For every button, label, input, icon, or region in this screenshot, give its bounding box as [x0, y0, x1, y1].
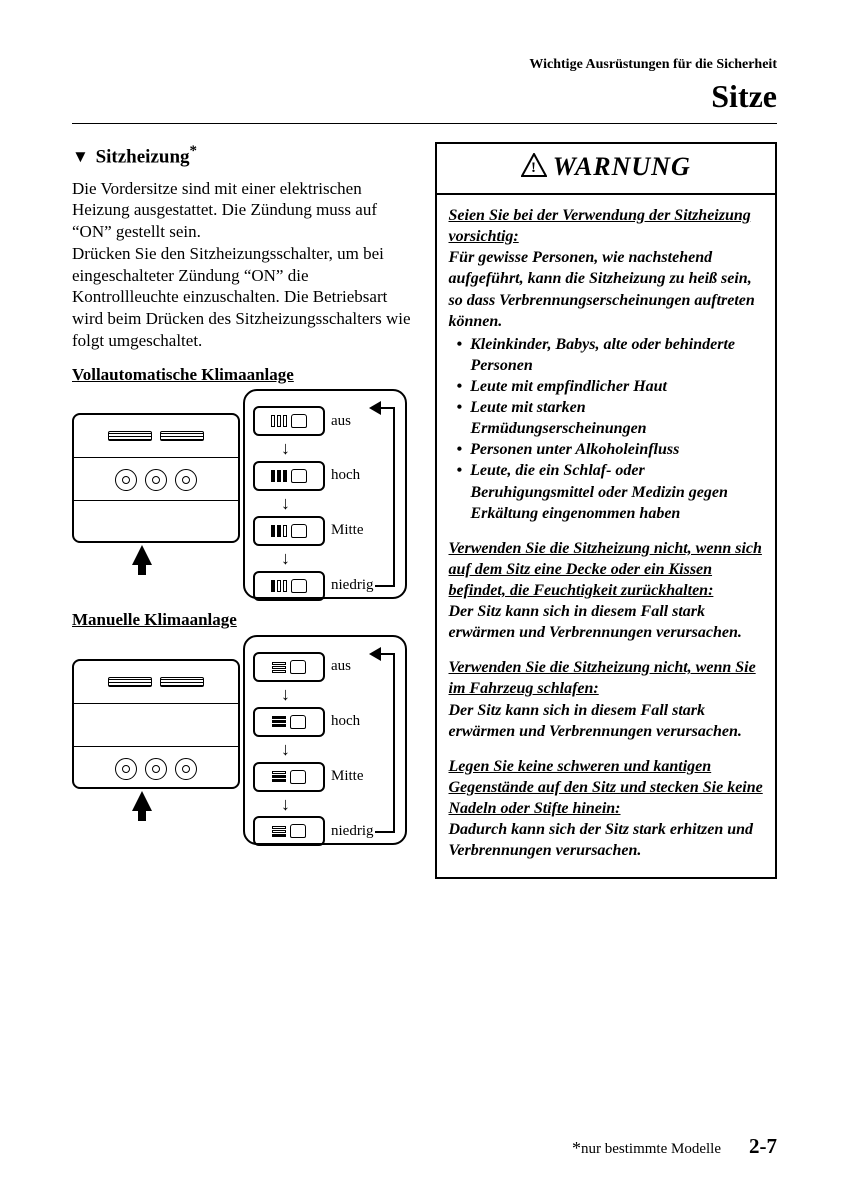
heater-button-high	[253, 461, 325, 491]
warning-heading-4: Legen Sie keine schweren und kantigen Ge…	[449, 756, 764, 819]
warning-text-2: Der Sitz kann sich in diesem Fall stark …	[449, 601, 764, 643]
cycle-return-arrow	[387, 655, 401, 831]
page-number: 2-7	[749, 1133, 777, 1160]
footnote: *nur bestimmte Modelle	[572, 1137, 721, 1160]
warning-box: ! WARNUNG Seien Sie bei der Verwendung d…	[435, 142, 778, 879]
dashboard-illustration	[72, 413, 240, 543]
warning-text-3: Der Sitz kann sich in diesem Fall stark …	[449, 700, 764, 742]
list-item: Personen unter Alkoholeinfluss	[457, 439, 764, 460]
warning-title: ! WARNUNG	[437, 144, 776, 195]
figure2-title: Manuelle Klimaanlage	[72, 609, 415, 631]
warning-heading-3: Verwenden Sie die Sitzheizung nicht, wen…	[449, 657, 764, 699]
warning-title-text: WARNUNG	[553, 152, 691, 181]
warning-list: Kleinkinder, Babys, alte oder behinderte…	[457, 334, 764, 524]
arrow-down-icon: ↓	[281, 553, 290, 564]
arrow-down-icon: ↓	[281, 498, 290, 509]
arrow-down-icon: ↓	[281, 443, 290, 454]
level-label-high: hoch	[331, 466, 383, 485]
list-item: Leute mit starken Ermüdungserscheinungen	[457, 397, 764, 439]
figure1-title: Vollautomatische Klimaanlage	[72, 364, 415, 386]
level-label-mid: Mitte	[331, 767, 383, 786]
heater-button-off	[253, 652, 325, 682]
level-label-high: hoch	[331, 712, 383, 731]
warning-text-4: Dadurch kann sich der Sitz stark erhitze…	[449, 819, 764, 861]
heater-button-low	[253, 571, 325, 601]
dashboard-illustration	[72, 659, 240, 789]
section-heading-text: Sitzheizung	[96, 146, 190, 167]
pointer-arrow	[132, 545, 152, 565]
level-label-mid: Mitte	[331, 521, 383, 540]
section-heading: Sitzheizung*	[72, 142, 415, 170]
footnote-text: nur bestimmte Modelle	[581, 1141, 721, 1157]
pointer-arrow	[132, 791, 152, 811]
svg-text:!: !	[531, 160, 537, 176]
pointer-arrow-tail	[138, 565, 146, 575]
arrow-down-icon: ↓	[281, 744, 290, 755]
heater-button-mid	[253, 762, 325, 792]
header-supertitle: Wichtige Ausrüstungen für die Sicherheit	[72, 56, 777, 74]
heater-button-mid	[253, 516, 325, 546]
list-item: Leute mit empfindlicher Haut	[457, 376, 764, 397]
warning-text-1: Für gewisse Personen, wie nachstehend au…	[449, 247, 764, 331]
list-item: Kleinkinder, Babys, alte oder behinderte…	[457, 334, 764, 376]
switch-cycle-panel: aus ↓ hoch ↓ Mitte ↓ niedrig	[243, 389, 407, 599]
switch-cycle-panel: aus ↓ hoch ↓ Mitte ↓ niedrig	[243, 635, 407, 845]
heater-button-high	[253, 707, 325, 737]
page-title: Sitze	[72, 76, 777, 117]
arrow-down-icon: ↓	[281, 689, 290, 700]
warning-icon: !	[521, 152, 547, 185]
list-item: Leute, die ein Schlaf- oder Beruhigungsm…	[457, 460, 764, 523]
footnote-marker: *	[190, 143, 198, 159]
heater-button-low	[253, 816, 325, 846]
figure-auto-climate: aus ↓ hoch ↓ Mitte ↓ niedrig	[72, 389, 407, 599]
body-paragraph: Die Vordersitze sind mit einer elektrisc…	[72, 178, 415, 352]
cycle-return-arrow	[387, 409, 401, 585]
heater-button-off	[253, 406, 325, 436]
divider	[72, 123, 777, 124]
figure-manual-climate: aus ↓ hoch ↓ Mitte ↓ niedrig	[72, 635, 407, 845]
warning-heading-2: Verwenden Sie die Sitzheizung nicht, wen…	[449, 538, 764, 601]
arrow-down-icon: ↓	[281, 799, 290, 810]
pointer-arrow-tail	[138, 811, 146, 821]
warning-heading-1: Seien Sie bei der Verwendung der Sitzhei…	[449, 205, 764, 247]
